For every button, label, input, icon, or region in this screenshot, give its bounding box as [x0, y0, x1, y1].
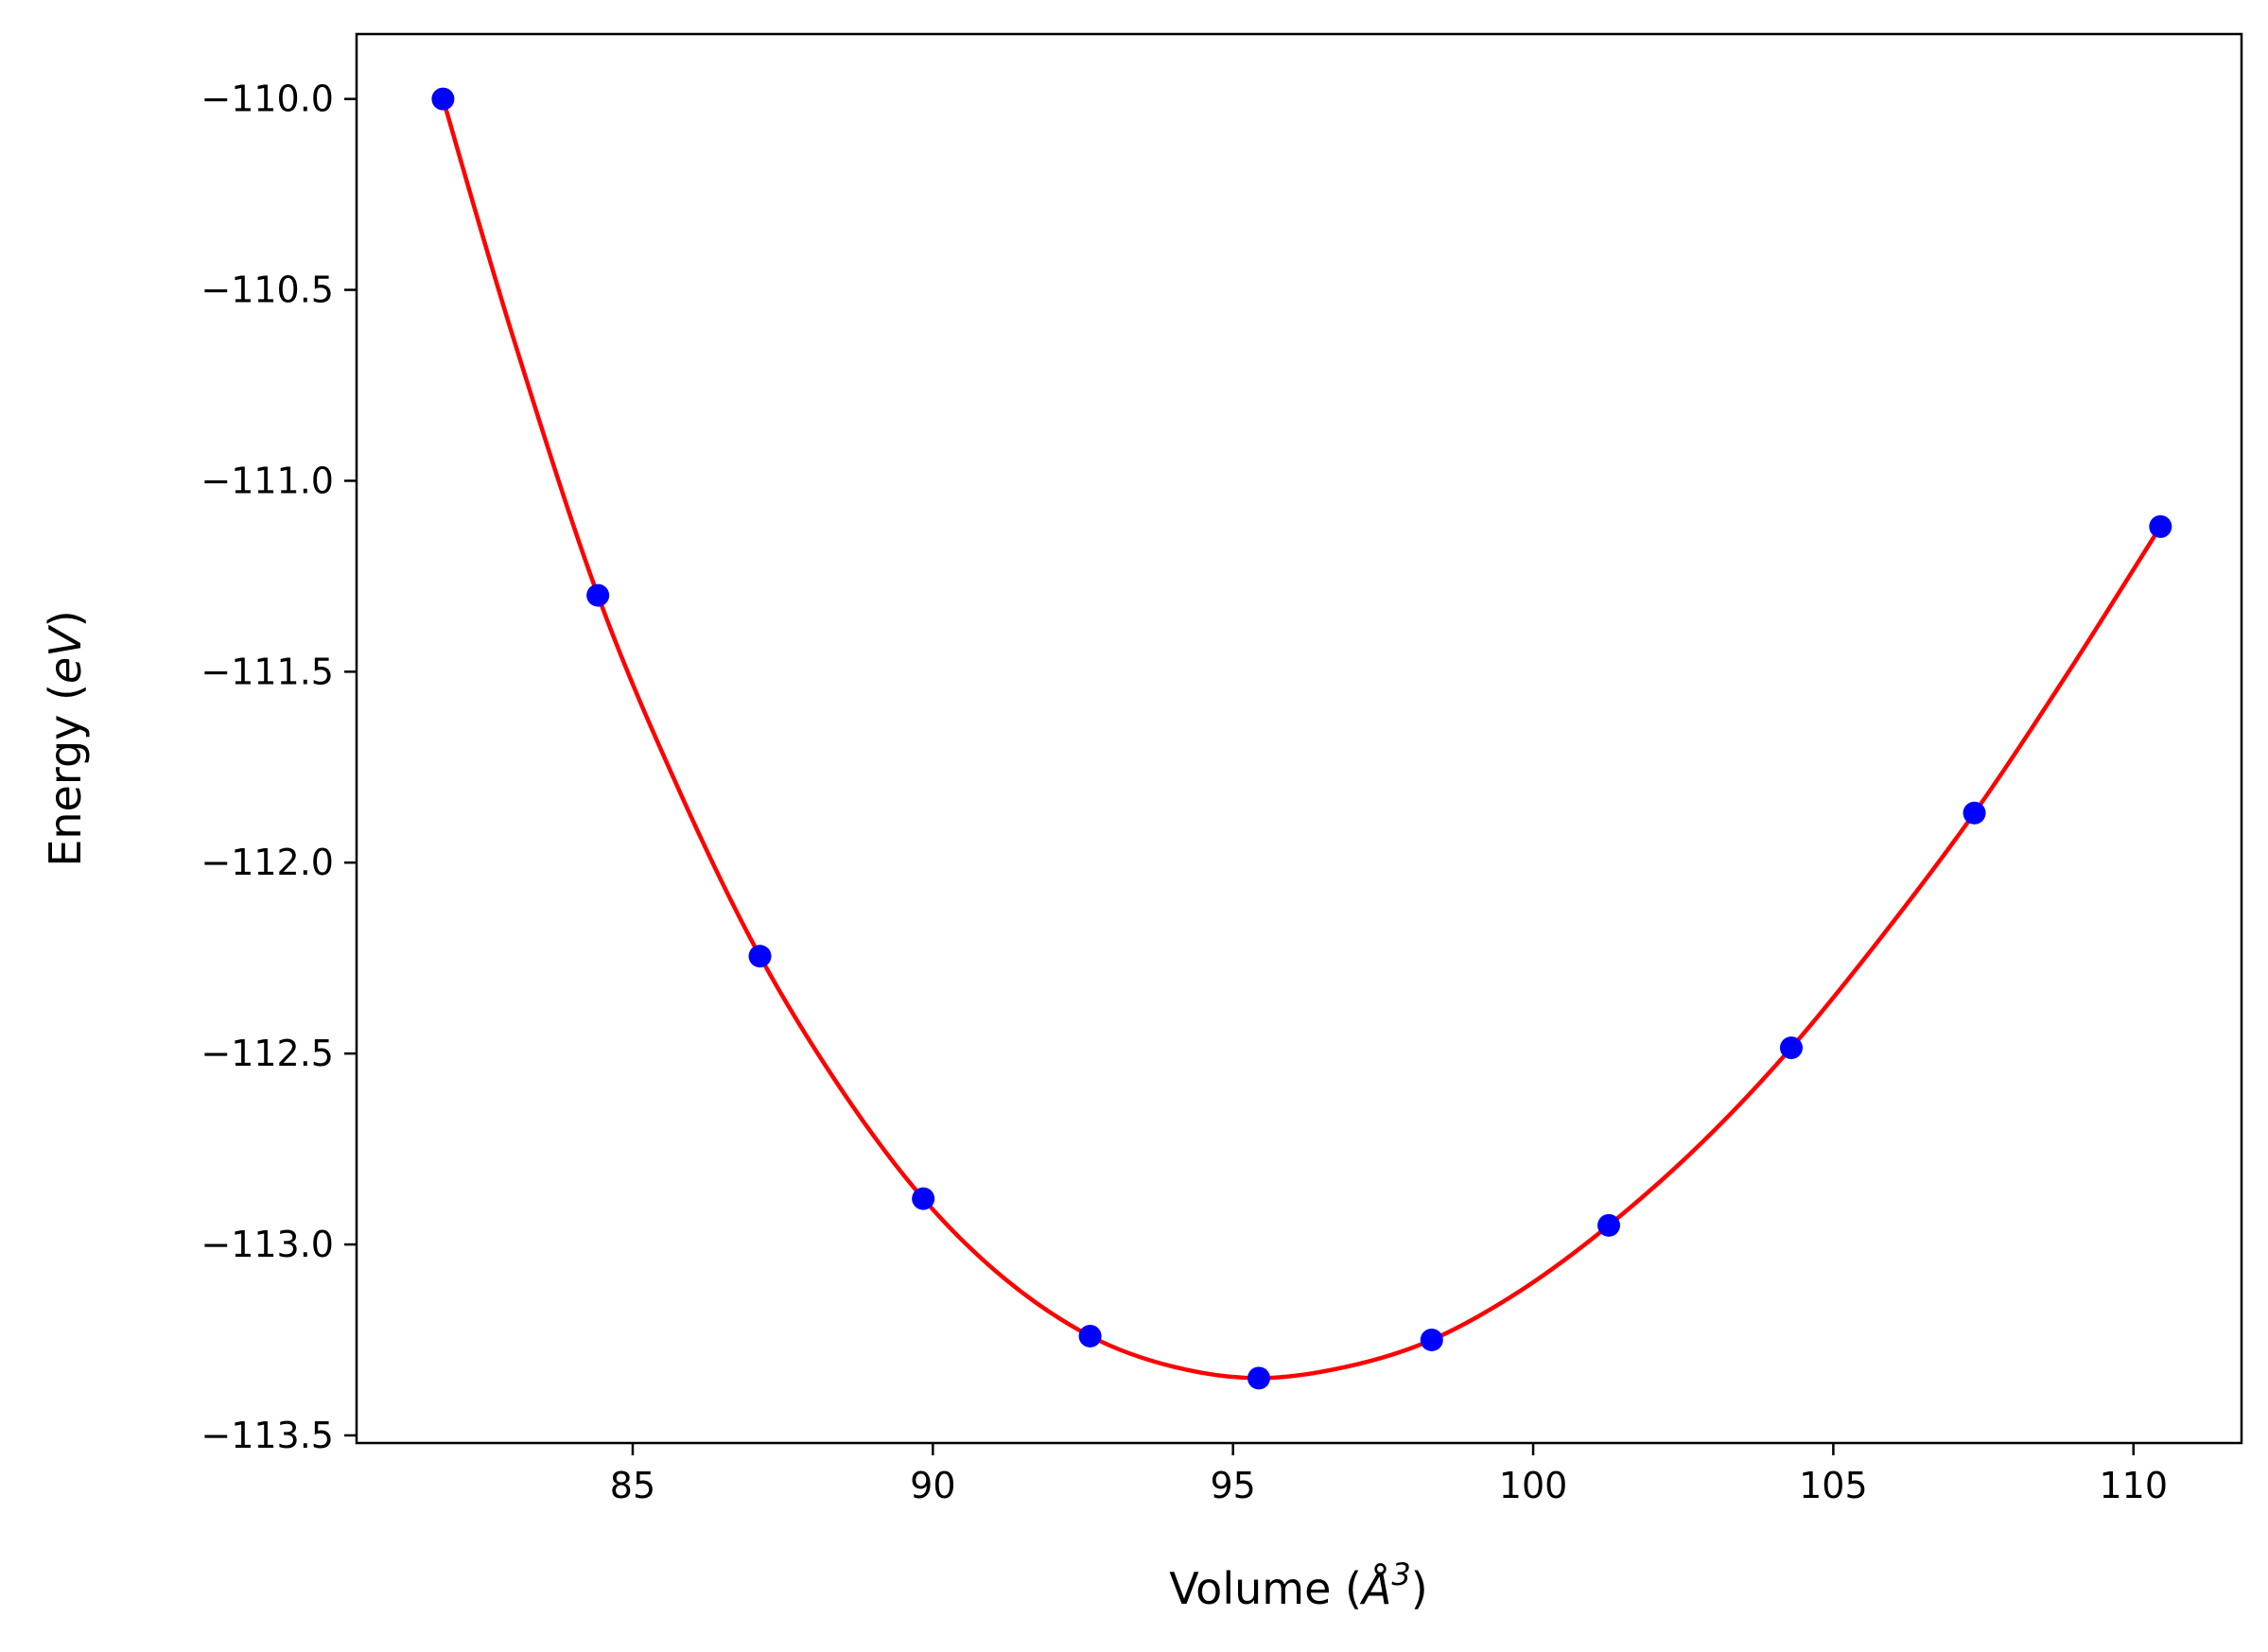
x-tick-label: 110: [2099, 1465, 2168, 1506]
x-tick-label: 105: [1799, 1465, 1868, 1506]
x-axis-label: Volume (Å3): [1169, 1556, 1427, 1614]
y-tick-label: −112.0: [201, 842, 334, 883]
data-point: [1963, 801, 1986, 825]
x-tick-label: 85: [610, 1465, 655, 1506]
x-tick-label: 95: [1211, 1465, 1256, 1506]
data-point: [912, 1187, 935, 1210]
y-tick-label: −111.0: [201, 460, 334, 501]
data-point: [1779, 1036, 1803, 1060]
x-tick-label: 100: [1499, 1465, 1568, 1506]
y-axis-label-prefix: Energy (: [40, 684, 91, 867]
data-point: [1247, 1366, 1270, 1390]
y-tick-label: −111.5: [201, 651, 334, 692]
data-point: [586, 583, 610, 607]
x-axis-label-symbol: Å: [1359, 1563, 1391, 1614]
fit-curve: [441, 98, 2163, 1381]
fit-curve-layer: [441, 98, 2163, 1381]
y-axis-label-suffix: ): [40, 610, 91, 627]
y-axis-label-symbol: eV: [40, 624, 91, 684]
y-tick-label: −113.5: [201, 1415, 334, 1456]
data-points-layer: [431, 87, 2172, 1390]
y-tick-label: −112.5: [201, 1033, 334, 1074]
x-axis-label-superscript: 3: [1391, 1556, 1410, 1592]
x-axis-ticks: 85 90 95 100 105 110: [610, 1443, 2168, 1506]
y-tick-label: −113.0: [201, 1224, 334, 1265]
y-axis-label: Energy (eV): [40, 610, 91, 866]
y-tick-label: −110.5: [201, 270, 334, 311]
data-point: [1420, 1328, 1443, 1351]
x-axis-label-suffix: ): [1411, 1563, 1428, 1614]
x-tick-label: 90: [910, 1465, 955, 1506]
data-point: [748, 945, 772, 968]
y-tick-label: −110.0: [201, 78, 334, 120]
x-axis-label-prefix: Volume (: [1169, 1563, 1362, 1614]
data-point: [2149, 514, 2172, 538]
data-point: [1078, 1324, 1102, 1348]
y-axis-ticks: −110.0 −110.5 −111.0 −111.5 −112.0 −112.5 −113…: [201, 78, 357, 1456]
plot-frame: [355, 32, 2243, 1445]
data-point: [1597, 1213, 1621, 1237]
data-point: [431, 87, 455, 111]
